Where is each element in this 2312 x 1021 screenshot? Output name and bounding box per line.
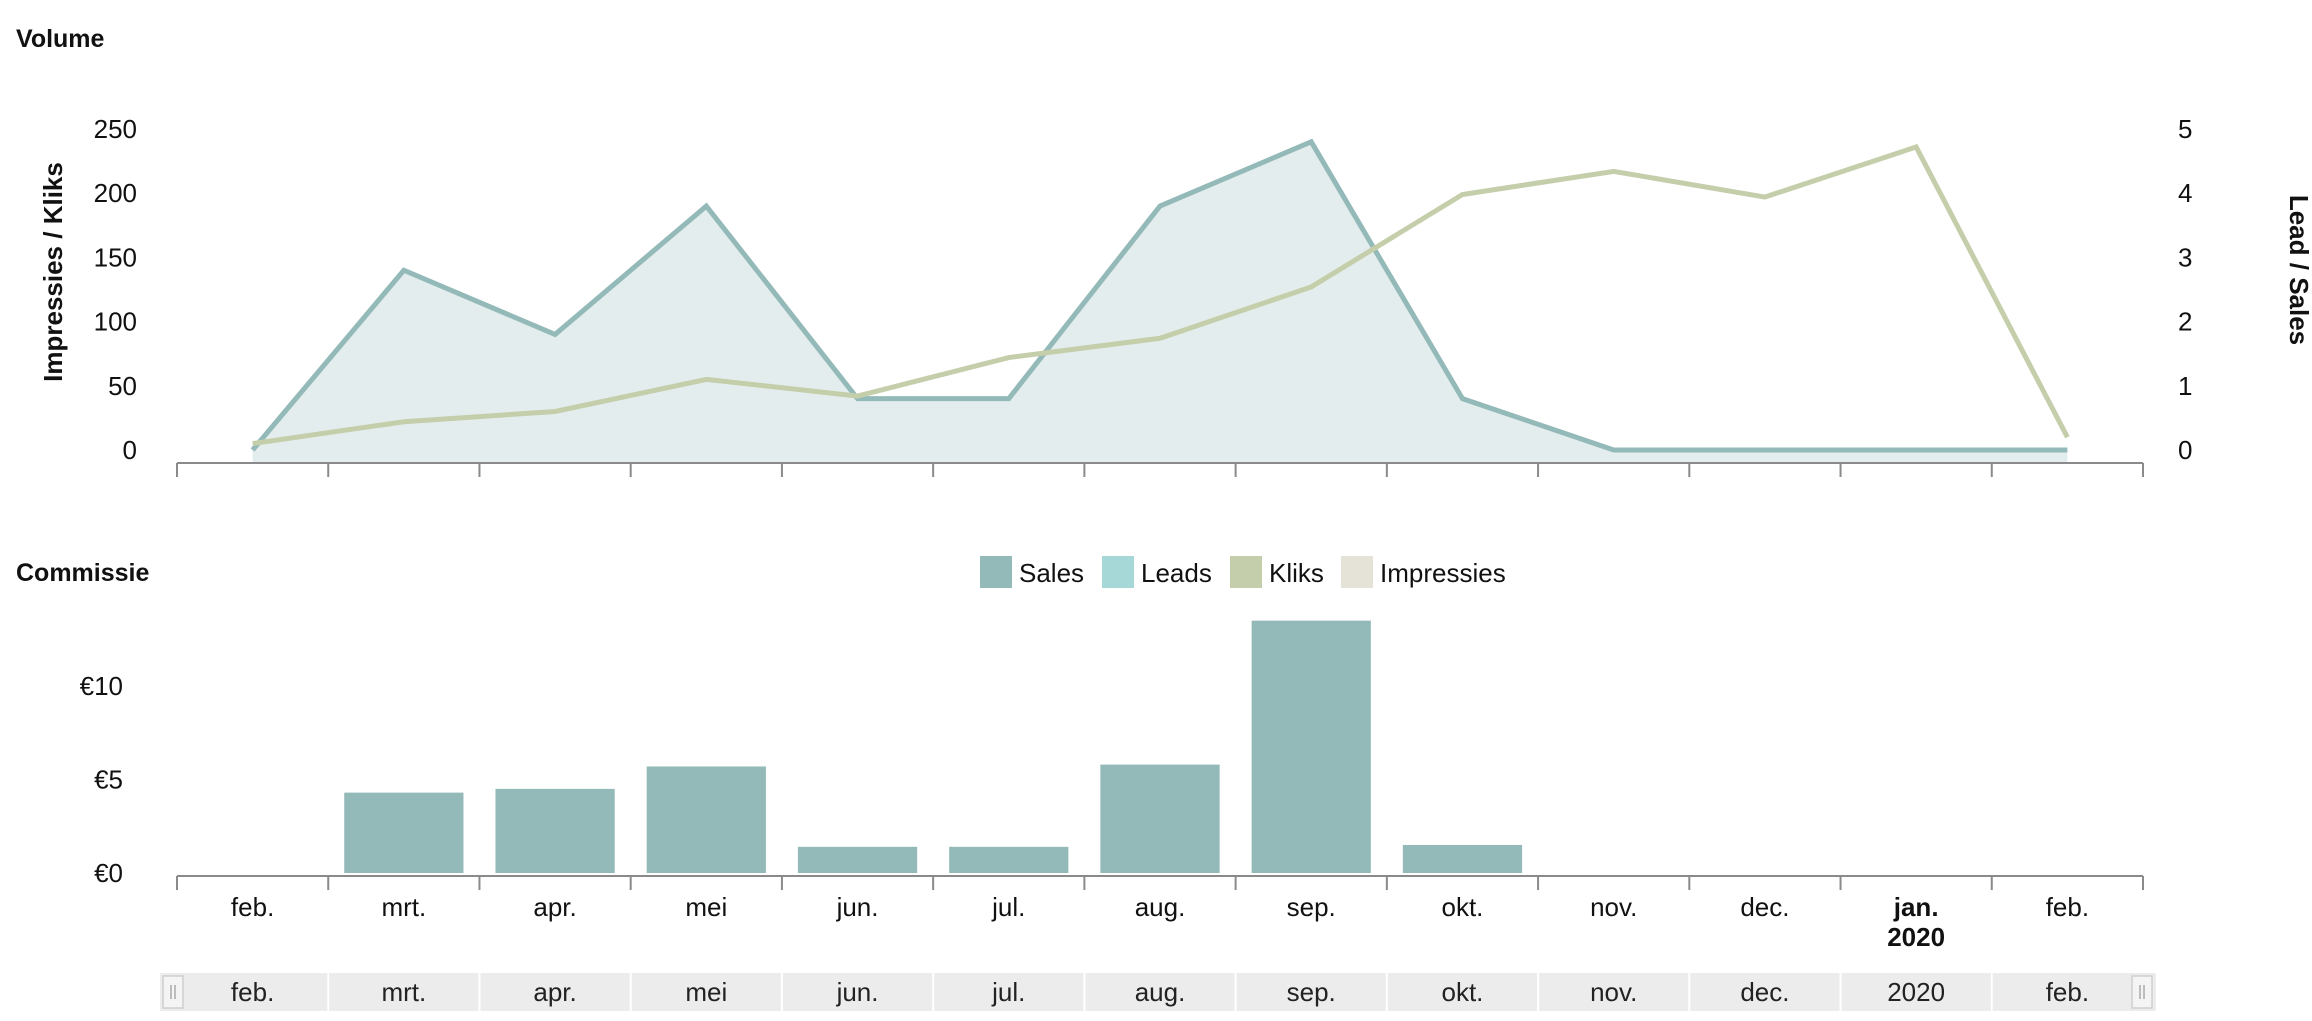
commission-x-tick-label: sep. bbox=[1287, 892, 1336, 922]
navigator-label: aug. bbox=[1135, 977, 1186, 1007]
navigator-label: feb. bbox=[231, 977, 274, 1007]
commission-x-tick-label: nov. bbox=[1590, 892, 1637, 922]
commission-y-tick-label: €10 bbox=[80, 671, 123, 701]
commission-x-tick-label: apr. bbox=[533, 892, 576, 922]
commission-x-axis: feb. mrt. apr. mei jun. jul. aug. sep. okt. nov. d… bbox=[176, 875, 2144, 952]
volume-series bbox=[250, 138, 2070, 463]
commission-bar bbox=[495, 788, 615, 873]
volume-left-axis: 0 50 100 150 200 250 bbox=[94, 114, 137, 465]
navigator-handle-left[interactable] bbox=[162, 975, 184, 1009]
legend-swatch-sales bbox=[980, 556, 1012, 588]
commission-x-tick-label: dec. bbox=[1740, 892, 1789, 922]
time-navigator[interactable]: feb. mrt. apr. mei jun. jul. aug. sep. okt. nov. d… bbox=[160, 973, 2156, 1011]
volume-right-tick-label: 2 bbox=[2178, 307, 2192, 337]
volume-right-tick-label: 3 bbox=[2178, 242, 2192, 272]
legend-label: Impressies bbox=[1380, 558, 1506, 588]
commission-bar bbox=[1251, 620, 1371, 873]
commission-bars bbox=[344, 620, 1523, 873]
legend-item-sales[interactable]: Sales bbox=[980, 556, 1084, 588]
navigator-track bbox=[160, 973, 2156, 1011]
legend-item-kliks[interactable]: Kliks bbox=[1230, 556, 1324, 588]
commission-x-tick-label: jun. bbox=[836, 892, 879, 922]
navigator-label: jul. bbox=[991, 977, 1025, 1007]
legend-swatch-leads bbox=[1102, 556, 1134, 588]
navigator-label: dec. bbox=[1740, 977, 1789, 1007]
commission-x-year-label: 2020 bbox=[1887, 922, 1945, 952]
legend-label: Sales bbox=[1019, 558, 1084, 588]
navigator-handle-right[interactable] bbox=[2131, 975, 2153, 1009]
commission-bar bbox=[344, 792, 464, 873]
commission-y-tick-label: €5 bbox=[94, 765, 123, 795]
legend-item-impressies[interactable]: Impressies bbox=[1341, 556, 1506, 588]
navigator-label: sep. bbox=[1287, 977, 1336, 1007]
commission-x-tick-label: aug. bbox=[1135, 892, 1186, 922]
navigator-label: apr. bbox=[533, 977, 576, 1007]
navigator-handle-body bbox=[2131, 975, 2153, 1009]
navigator-label: mei bbox=[685, 977, 727, 1007]
volume-right-tick-label: 0 bbox=[2178, 435, 2192, 465]
volume-right-axis: 0 1 2 3 4 5 bbox=[2178, 114, 2192, 465]
navigator-label: nov. bbox=[1590, 977, 1637, 1007]
commission-x-tick-label: jul. bbox=[991, 892, 1025, 922]
legend-item-leads[interactable]: Leads bbox=[1102, 556, 1212, 588]
volume-left-tick-label: 0 bbox=[123, 435, 137, 465]
commission-x-tick-label: mei bbox=[685, 892, 727, 922]
sales-area-fill bbox=[252, 141, 2068, 463]
volume-left-axis-title: Impressies / Kliks bbox=[38, 162, 68, 382]
volume-right-axis-title: Lead / Sales bbox=[2284, 195, 2312, 345]
commission-x-tick-label: feb. bbox=[2046, 892, 2089, 922]
volume-left-tick-label: 200 bbox=[94, 178, 137, 208]
navigator-handle-body bbox=[162, 975, 184, 1009]
volume-left-tick-label: 100 bbox=[94, 307, 137, 337]
volume-right-tick-label: 5 bbox=[2178, 114, 2192, 144]
legend-swatch-kliks bbox=[1230, 556, 1262, 588]
volume-chart: 0 50 100 150 200 250 0 1 2 3 4 5 Impressies / Klik… bbox=[38, 114, 2312, 477]
commission-y-axis: €0 €5 €10 bbox=[80, 671, 123, 888]
volume-right-tick-label: 4 bbox=[2178, 178, 2192, 208]
navigator-label: feb. bbox=[2046, 977, 2089, 1007]
commission-bar bbox=[1402, 844, 1523, 873]
commission-bar bbox=[797, 846, 918, 873]
kliks-series-line bbox=[252, 143, 2070, 447]
volume-left-tick-label: 50 bbox=[108, 371, 137, 401]
commission-bar bbox=[949, 846, 1069, 873]
commission-bar bbox=[1100, 764, 1220, 873]
commission-chart-title: Commissie bbox=[16, 559, 149, 587]
commission-x-tick-label: okt. bbox=[1442, 892, 1484, 922]
commission-x-tick-label: feb. bbox=[231, 892, 274, 922]
commission-x-tick-label: jan. bbox=[1893, 892, 1939, 922]
volume-left-tick-label: 150 bbox=[94, 242, 137, 272]
chart-legend: Sales Leads Kliks Impressies bbox=[980, 556, 1506, 588]
sales-series-line bbox=[250, 138, 2068, 453]
volume-left-tick-label: 250 bbox=[94, 114, 137, 144]
commission-x-tick-label: mrt. bbox=[381, 892, 426, 922]
navigator-label: okt. bbox=[1442, 977, 1484, 1007]
legend-swatch-impressies bbox=[1341, 556, 1373, 588]
volume-x-axis bbox=[176, 462, 2144, 477]
legend-label: Leads bbox=[1141, 558, 1212, 588]
commission-chart: €0 €5 €10 feb. mrt. apr. mei jun. jul. aug. sep. o… bbox=[80, 620, 2144, 952]
commission-bar bbox=[646, 766, 766, 873]
volume-right-tick-label: 1 bbox=[2178, 371, 2192, 401]
navigator-label: mrt. bbox=[381, 977, 426, 1007]
navigator-label: jun. bbox=[836, 977, 879, 1007]
navigator-label: 2020 bbox=[1887, 977, 1945, 1007]
legend-label: Kliks bbox=[1269, 558, 1324, 588]
volume-chart-title: Volume bbox=[16, 25, 105, 53]
commission-y-tick-label: €0 bbox=[94, 858, 123, 888]
